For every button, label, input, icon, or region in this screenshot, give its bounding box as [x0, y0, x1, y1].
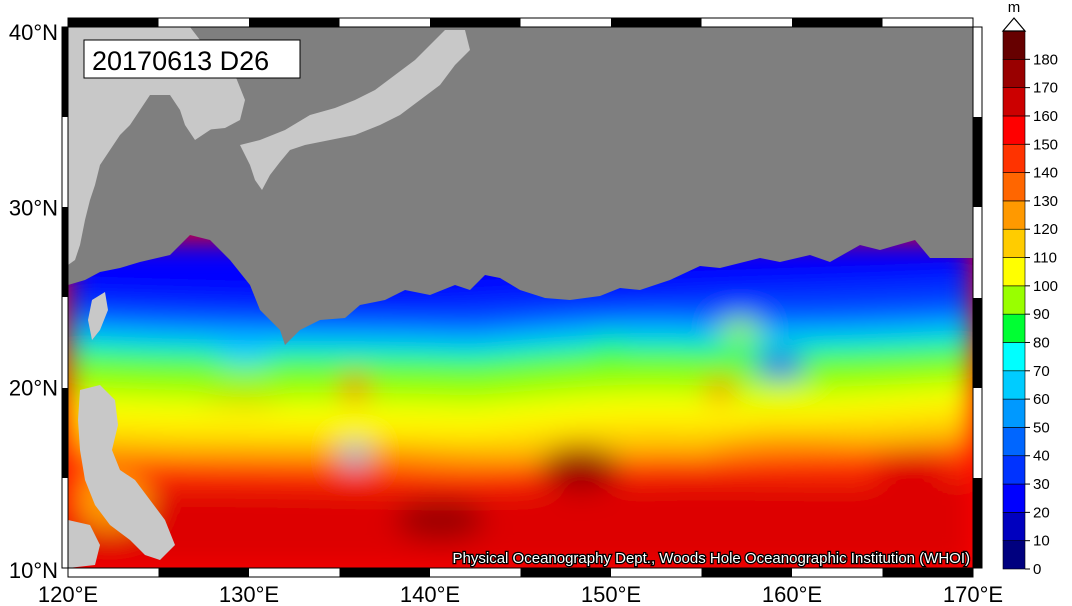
credit-text: Physical Oceanography Dept., Woods Hole …	[453, 550, 970, 567]
colorbar-tick-label: 50	[1033, 419, 1050, 436]
colorbar-segment	[1002, 172, 1026, 202]
colorbar-segment	[1002, 455, 1026, 485]
colorbar-tick-label: 90	[1033, 306, 1050, 323]
colorbar-segment	[1002, 540, 1026, 570]
lon-tick-label: 120°E	[38, 582, 98, 606]
lat-tick-label: 40°N	[9, 20, 58, 45]
colorbar-segment	[1002, 285, 1026, 315]
frame-ticks	[61, 17, 983, 578]
colorbar-tick-label: 130	[1033, 193, 1058, 210]
colorbar-overflow-arrow	[1001, 17, 1027, 32]
colorbar-tick-label: 150	[1033, 136, 1058, 153]
colorbar-tick-label: 170	[1033, 80, 1058, 97]
colorbar-tick-label: 40	[1033, 448, 1050, 465]
colorbar-tick-label: 120	[1033, 221, 1058, 238]
colorbar-segment	[1002, 313, 1026, 343]
colorbar-tick-label: 70	[1033, 363, 1050, 380]
colorbar-tick-label: 140	[1033, 165, 1058, 182]
lon-tick-label: 160°E	[762, 582, 822, 606]
colorbar-tick-label: 160	[1033, 108, 1058, 125]
title-box: 20170613 D26	[83, 39, 301, 79]
colorbar-segment	[1002, 370, 1026, 400]
colorbar-tick-label: 100	[1033, 278, 1058, 295]
lon-tick-labels: 120°E 130°E 140°E 150°E 160°E 170°E	[38, 582, 1003, 606]
colorbar-tick-label: 80	[1033, 334, 1050, 351]
colorbar-segment	[1002, 59, 1026, 88]
lon-tick-label: 130°E	[219, 582, 279, 606]
lat-tick-labels: 10°N 20°N 30°N 40°N	[9, 20, 58, 583]
colorbar: m 0 10 20 30 40 50 60 70 80 90 100 110 120 130 140 150 16…	[1001, 0, 1058, 578]
colorbar-segment	[1002, 398, 1026, 428]
lat-tick-label: 30°N	[9, 195, 58, 220]
colorbar-tick-label: 0	[1033, 561, 1041, 578]
lon-tick-label: 150°E	[581, 582, 641, 606]
colorbar-segment	[1002, 87, 1026, 117]
colorbar-tick-label: 60	[1033, 391, 1050, 408]
colorbar-segment	[1002, 257, 1026, 287]
colorbar-segment	[1002, 483, 1026, 513]
mask-region	[68, 27, 973, 345]
colorbar-segment	[1002, 228, 1026, 258]
lat-tick-label: 20°N	[9, 376, 58, 401]
colorbar-segment	[1002, 342, 1026, 372]
colorbar-segment	[1002, 115, 1026, 145]
colorbar-segment	[1002, 30, 1026, 60]
lat-tick-label: 10°N	[9, 558, 58, 583]
colorbar-unit: m	[1008, 0, 1021, 16]
colorbar-segment	[1002, 427, 1026, 457]
colorbar-segment	[1002, 200, 1026, 230]
colorbar-tick-label: 30	[1033, 476, 1050, 493]
lon-tick-label: 140°E	[400, 582, 460, 606]
colorbar-tick-label: 20	[1033, 504, 1050, 521]
colorbar-segment	[1002, 512, 1026, 541]
colorbar-tick-label: 10	[1033, 533, 1050, 550]
colorbar-segment	[1002, 143, 1026, 173]
lon-tick-label: 170°E	[943, 582, 1003, 606]
colorbar-tick-label: 180	[1033, 51, 1058, 68]
colorbar-tick-label: 110	[1033, 250, 1057, 267]
map-title: 20170613 D26	[92, 46, 269, 76]
